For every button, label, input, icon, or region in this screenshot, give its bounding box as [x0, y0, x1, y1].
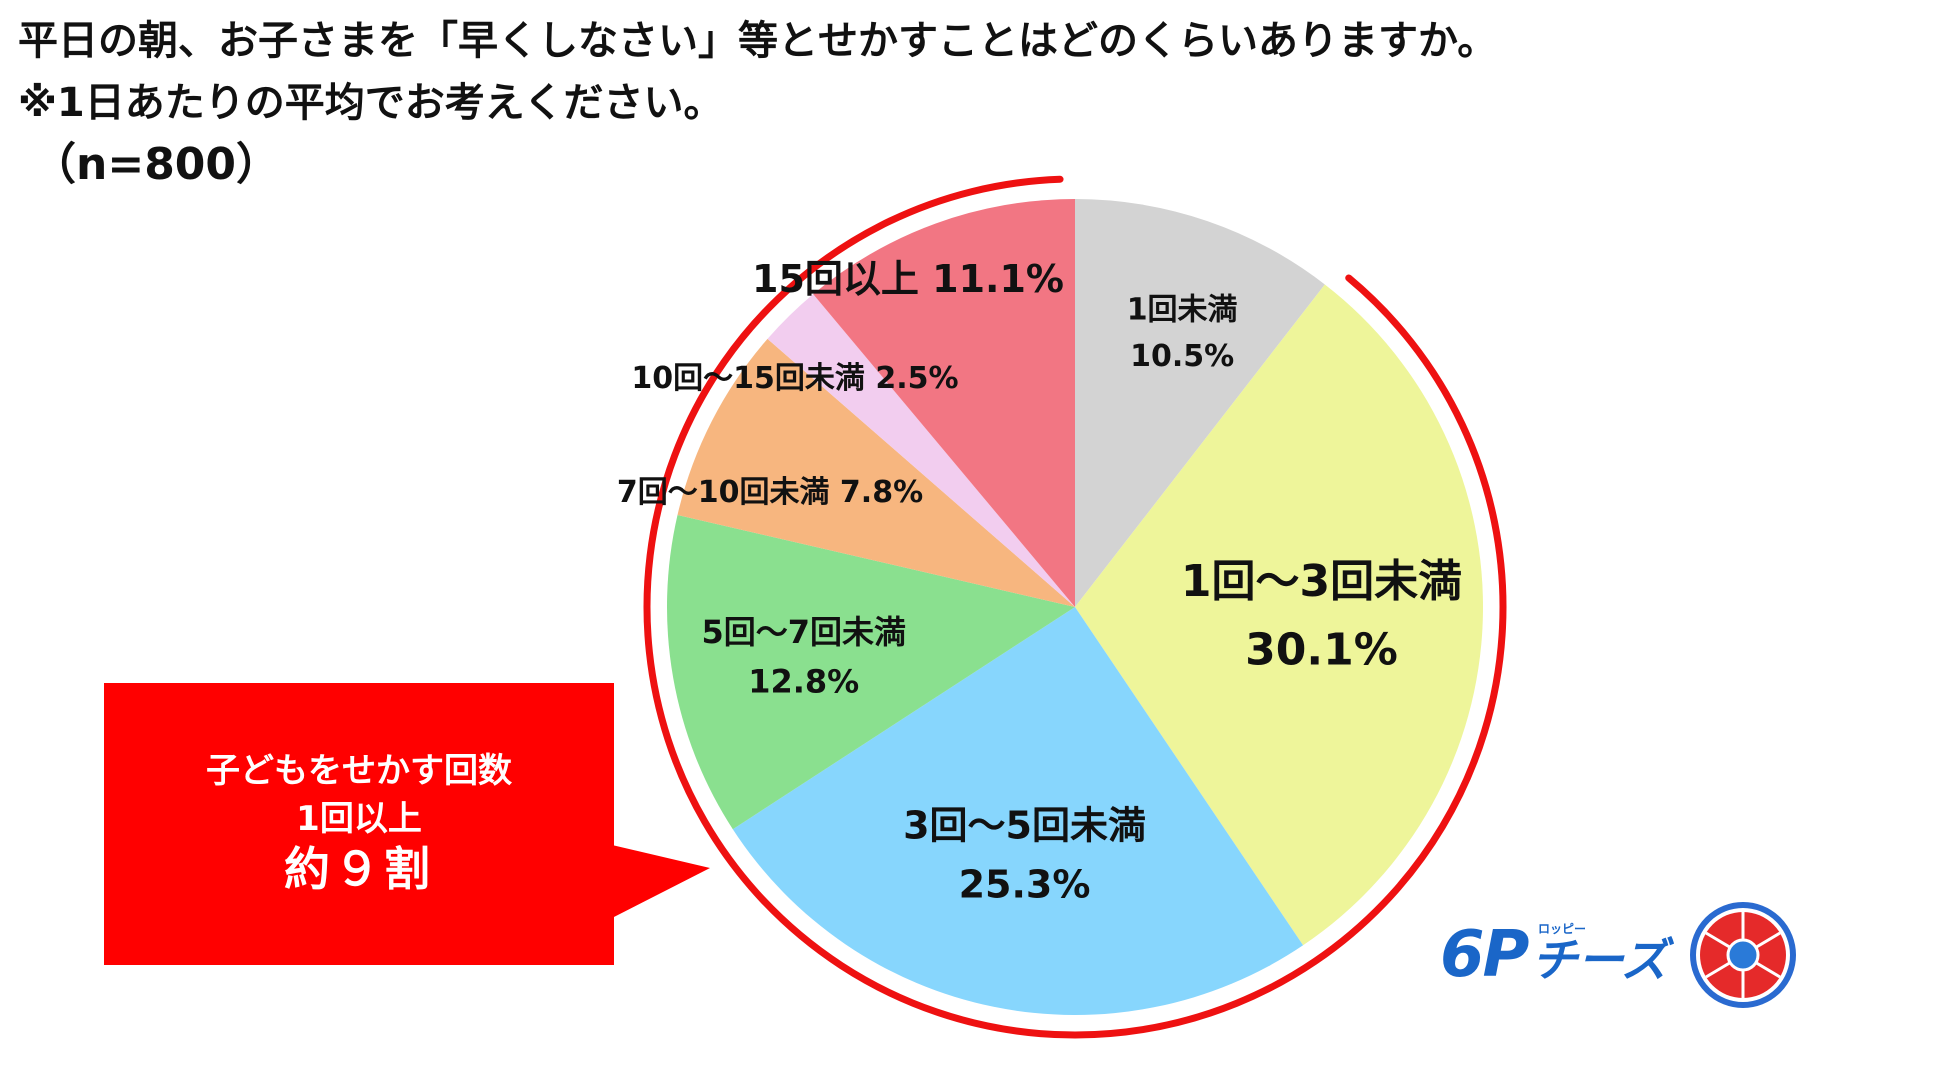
pie-slices	[666, 199, 1484, 1015]
pie-slice	[677, 338, 1075, 607]
question-text: 平日の朝、お子さまを「早くしなさい」等とせかすことはどのくらいありますか。	[18, 18, 1498, 64]
slice-label: 3回～5回未満 25.3%	[903, 804, 1146, 907]
question-note: ※1日あたりの平均でお考えください。	[18, 80, 724, 126]
pie-slice	[1075, 284, 1484, 946]
callout-box: 子どもをせかす回数 1回以上 約９割	[104, 683, 614, 965]
slice-label: 15回以上 11.1%	[752, 257, 1064, 301]
callout-line3: 約９割	[284, 842, 434, 896]
callout-line2: 1回以上	[296, 799, 422, 839]
slice-label: 10回～15回未満 2.5%	[631, 361, 958, 396]
highlight-arc-path	[643, 175, 1507, 1039]
slice-label: 1回～3回未満 30.1%	[1181, 556, 1462, 675]
pie-slice	[666, 514, 1075, 830]
logo-wordmark: 6Pチーズ	[1440, 918, 1667, 992]
pie-slice	[813, 199, 1075, 607]
logo-mark: 6P	[1440, 918, 1529, 992]
logo-name: チーズ	[1531, 933, 1668, 987]
pie-slice	[1075, 199, 1325, 607]
highlight-arc	[643, 175, 1507, 1039]
callout-line1: 子どもをせかす回数	[206, 751, 512, 791]
pie-slice	[732, 607, 1304, 1015]
pie-slice	[767, 294, 1075, 607]
callout-arrow	[104, 683, 710, 965]
callout-background	[104, 683, 614, 965]
callout-pointer	[612, 845, 710, 918]
slice-label: 7回～10回未満 7.8%	[617, 475, 923, 510]
chart-title: 平日の朝、お子さまを「早くしなさい」等とせかすことはどのくらいありますか。 ※1…	[18, 10, 1497, 196]
slice-label: 1回未満 10.5%	[1127, 292, 1238, 374]
sample-size: （n=800）	[32, 139, 281, 190]
brand-logo: 6Pチーズ ロッピー	[1440, 900, 1800, 1010]
slice-label: 5回～7回未満 12.8%	[701, 613, 906, 701]
slice-labels: 1回未満 10.5% 1回～3回未満 30.1% 3回～5回未満 25.3% 5回～7回未満…	[617, 257, 1462, 907]
cheese-box-icon	[1690, 902, 1796, 1008]
logo-subtitle: ロッピー	[1538, 922, 1587, 936]
